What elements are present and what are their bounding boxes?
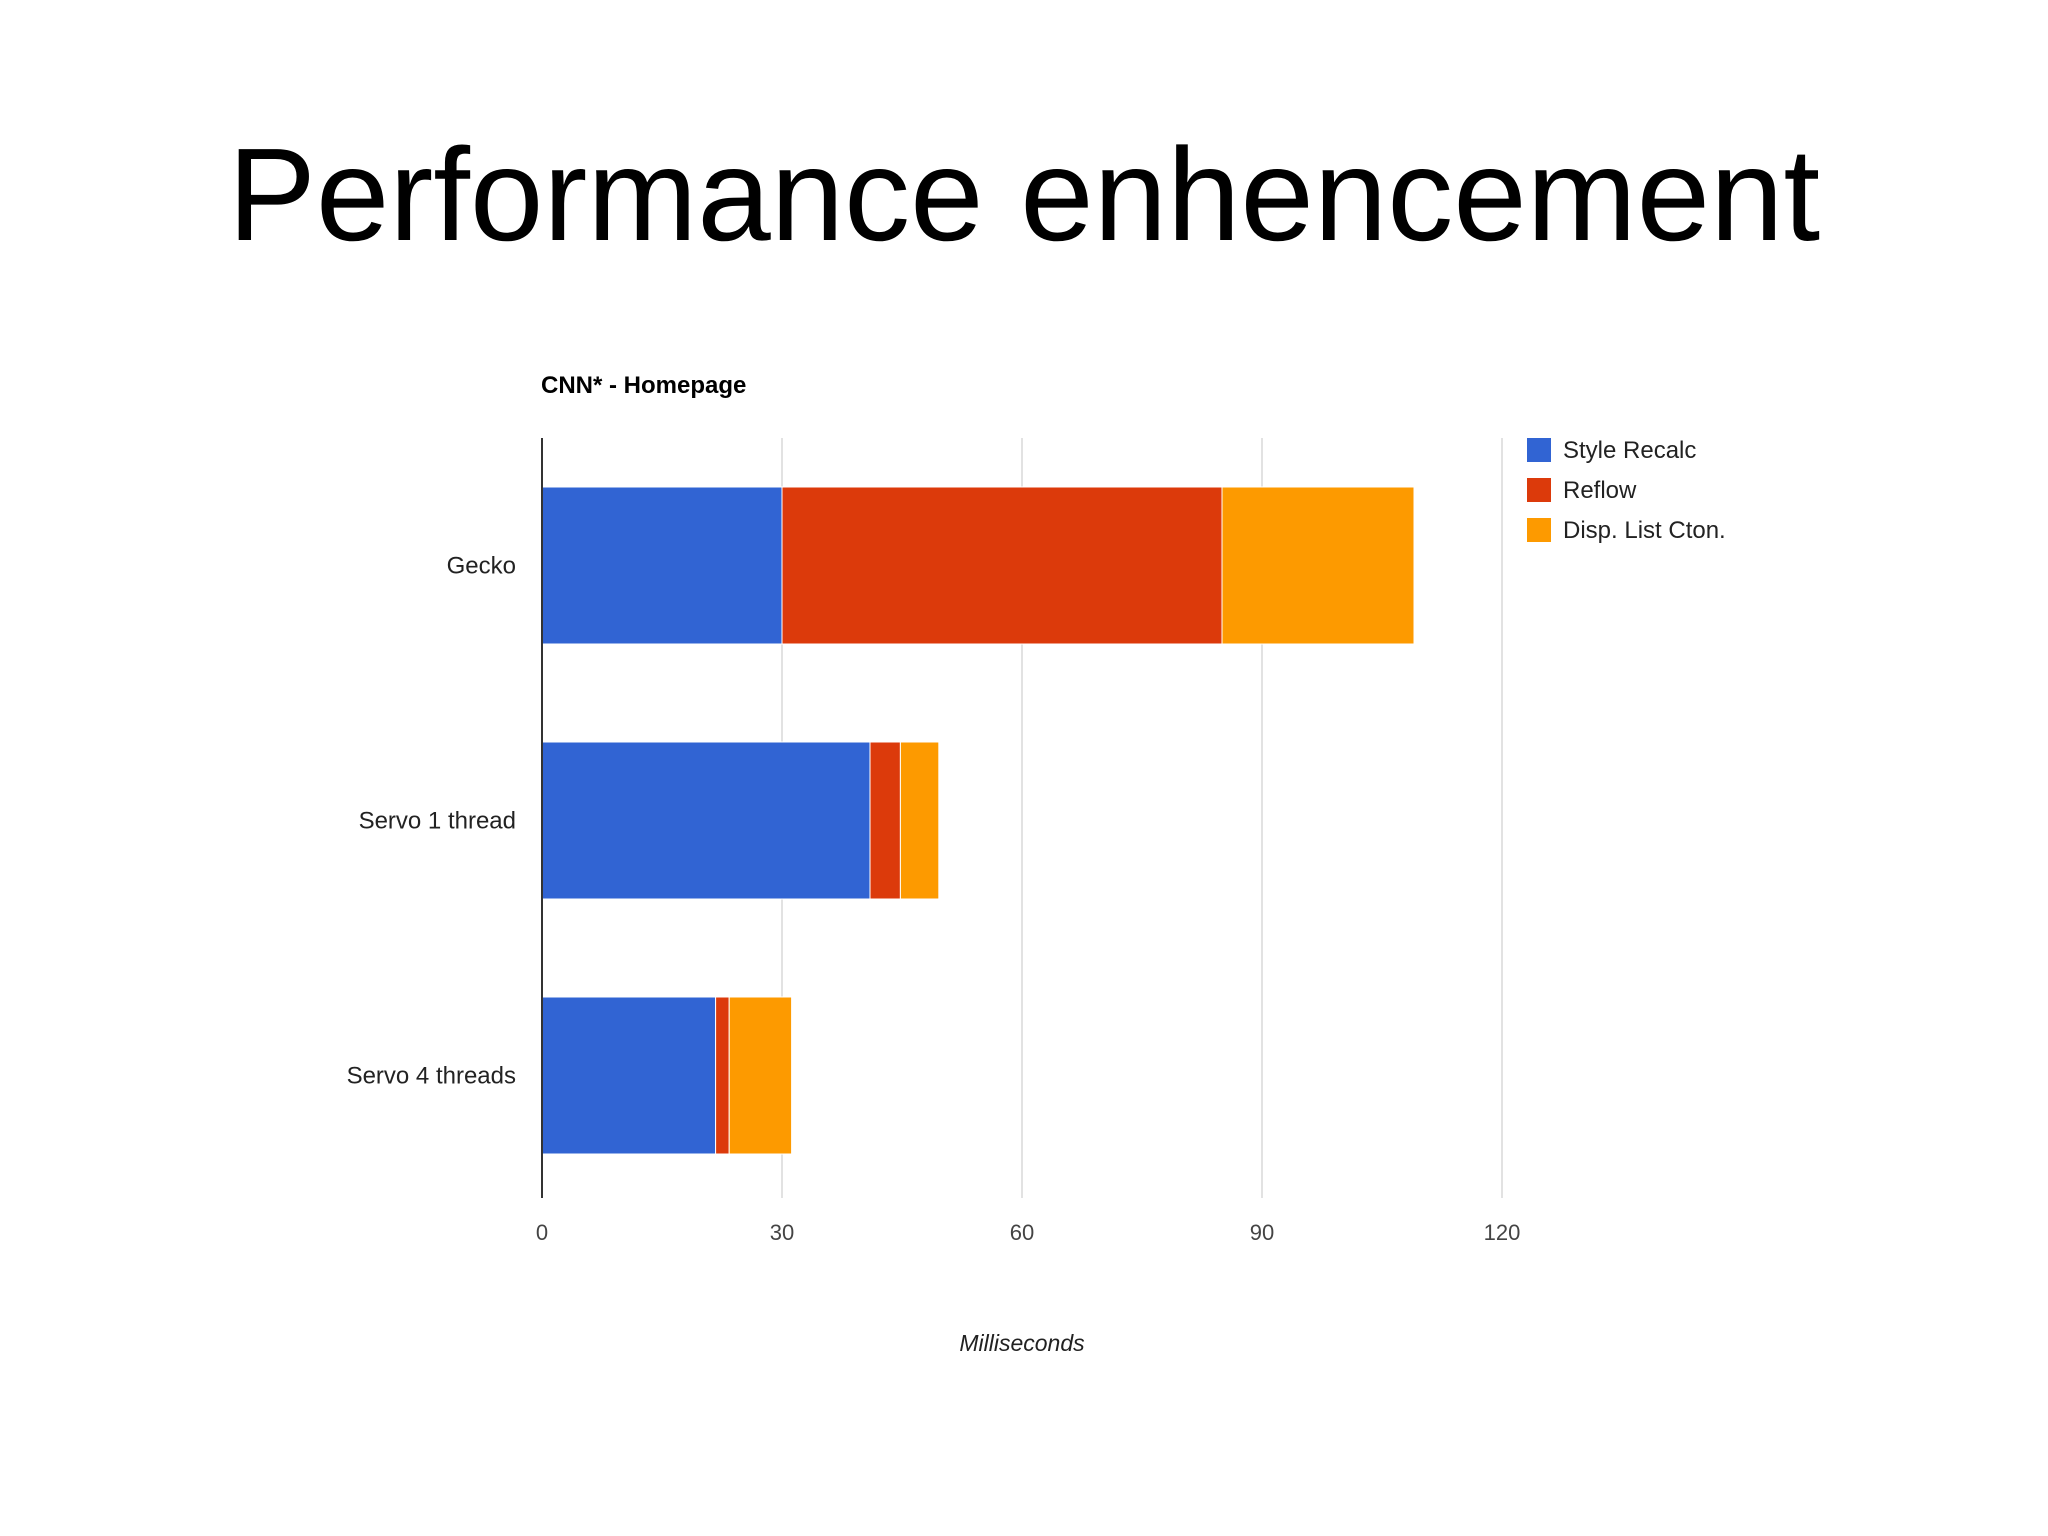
bar-segment	[1221, 486, 1415, 645]
bar-segment	[541, 996, 717, 1155]
legend-swatch	[1527, 478, 1551, 502]
legend-label: Disp. List Cton.	[1563, 517, 1726, 544]
legend: Style Recalc Reflow Disp. List Cton.	[1527, 437, 1726, 544]
category-label: Servo 1 thread	[359, 808, 516, 835]
x-tick-label: 60	[1010, 1220, 1034, 1245]
bar-segment	[869, 741, 901, 900]
category-label: Servo 4 threads	[347, 1063, 516, 1090]
slide-title: Performance enhencement	[227, 121, 1821, 268]
x-tick-label: 0	[536, 1220, 548, 1245]
bar-segment	[541, 486, 783, 645]
legend-label: Reflow	[1563, 477, 1637, 504]
x-tick-label: 30	[770, 1220, 794, 1245]
x-tick-label: 90	[1250, 1220, 1274, 1245]
bar-segment	[781, 486, 1223, 645]
bar-segment	[728, 996, 793, 1155]
bar-segment	[899, 741, 940, 900]
legend-swatch	[1527, 518, 1551, 542]
bars	[541, 486, 1415, 1155]
x-tick-label: 120	[1484, 1220, 1521, 1245]
category-label: Gecko	[447, 553, 516, 580]
labels: 0 30 60 90 120 Gecko Servo 1 thread Servo 4 thr…	[347, 553, 1521, 1246]
bar-segment	[541, 741, 871, 900]
bar-segment	[715, 996, 730, 1155]
legend-label: Style Recalc	[1563, 437, 1696, 464]
x-axis-title: Milliseconds	[959, 1330, 1085, 1356]
chart-title: CNN* - Homepage	[541, 372, 746, 399]
legend-swatch	[1527, 438, 1551, 462]
